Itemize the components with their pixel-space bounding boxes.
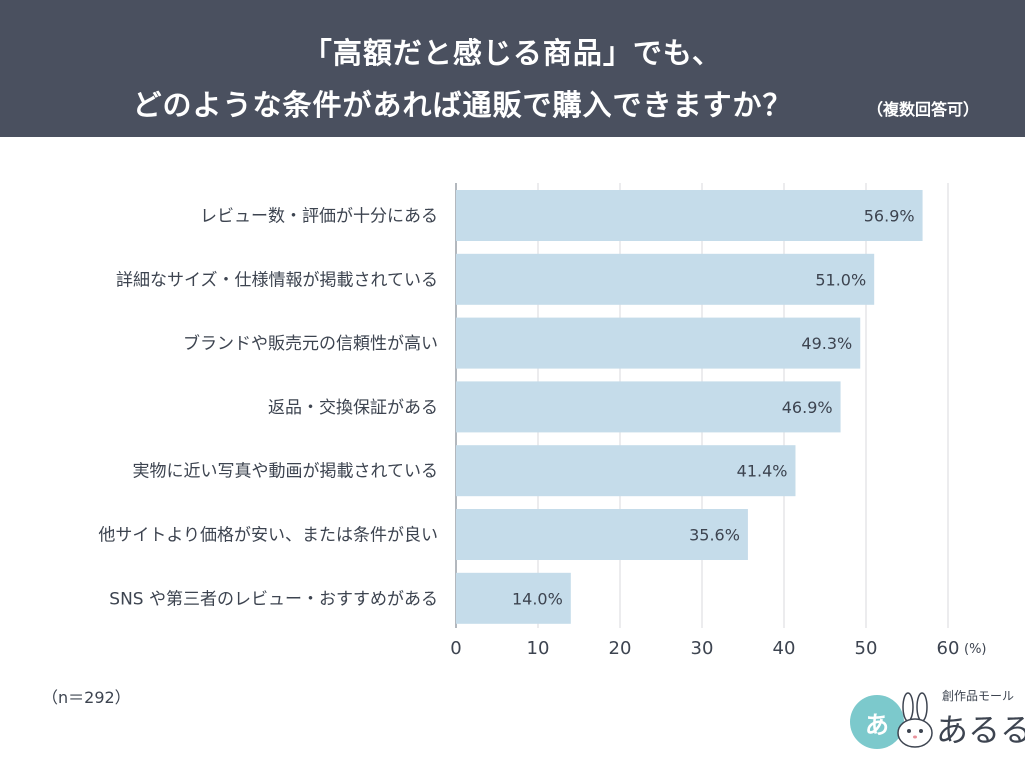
bar-value-label: 56.9% (864, 207, 915, 226)
bar-value-label: 46.9% (782, 398, 833, 417)
x-tick-label: 10 (527, 638, 550, 659)
logo-circle (850, 695, 904, 749)
bar-value-label: 49.3% (801, 334, 852, 353)
bar-value-label: 14.0% (512, 589, 563, 608)
category-label: 詳細なサイズ・仕様情報が掲載されている (116, 270, 438, 290)
bar-value-label: 51.0% (815, 270, 866, 289)
x-tick-label: 40 (773, 638, 796, 659)
x-tick-label: 0 (450, 638, 461, 659)
bar (456, 190, 923, 241)
chart-title-line-2: どのような条件があれば通販で購入できますか？ (132, 88, 793, 122)
x-tick-label: 60 (937, 638, 960, 659)
bar (456, 572, 571, 624)
bar (456, 381, 841, 433)
bar (456, 445, 796, 497)
bar-value-label: 41.4% (737, 462, 788, 481)
logo-subtitle: 創作品モール (942, 689, 1015, 703)
bar (456, 253, 875, 305)
bar-value-label: 35.6% (689, 526, 740, 545)
category-label: 実物に近い写真や動画が掲載されている (133, 462, 439, 482)
logo-circle-text: あ (865, 711, 889, 739)
category-label: レビュー数・評価が十分にある (200, 207, 438, 227)
x-axis-unit: (%) (964, 642, 987, 657)
chart-title-line-1: 「高額だと感じる商品」でも、 (302, 36, 723, 70)
bar (456, 509, 748, 560)
rabbit-icon (897, 692, 933, 748)
category-label: ブランドや販売元の信頼性が高い (183, 333, 438, 354)
bar (456, 317, 861, 369)
category-label: SNS や第三者のレビュー・おすすめがある (109, 589, 438, 609)
brand-logo: あ 創作品モール あるる (850, 683, 1025, 755)
chart-header: 「高額だと感じる商品」でも、 どのような条件があれば通販で購入できますか？ （複… (0, 0, 1025, 137)
x-tick-label: 20 (609, 638, 632, 659)
category-label: 返品・交換保証がある (268, 398, 438, 418)
category-label: 他サイトより価格が安い、または条件が良い (98, 526, 438, 546)
x-tick-label: 30 (691, 638, 714, 659)
x-tick-label: 50 (855, 638, 878, 659)
sample-size: （n＝292） (42, 688, 131, 707)
logo-name: あるる (936, 711, 1025, 749)
multiple-answer-note: （複数回答可） (867, 100, 980, 119)
